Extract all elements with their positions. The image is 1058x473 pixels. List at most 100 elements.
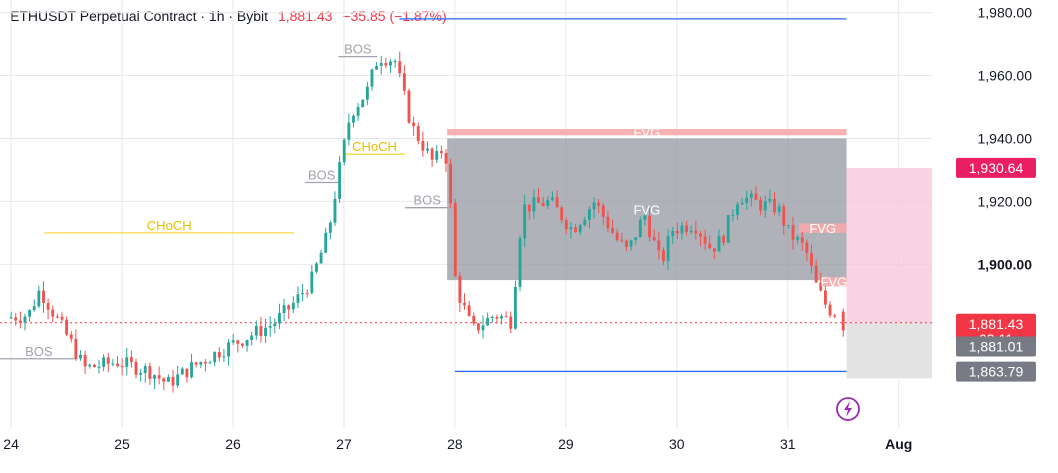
candle-body [9, 317, 13, 319]
candle-body [509, 316, 513, 329]
candle-body [384, 63, 388, 66]
price-tag [956, 336, 1036, 357]
candle-body [620, 239, 624, 241]
candle-body [763, 201, 767, 211]
candle-body [245, 339, 249, 346]
candle-body [217, 351, 221, 358]
candle-body [273, 323, 277, 327]
candle-body [550, 197, 554, 200]
candle-body [463, 302, 466, 306]
candle-body [513, 286, 517, 329]
candle-body [643, 215, 647, 220]
candle-body [231, 340, 235, 343]
candle-body [250, 335, 254, 340]
candle-body [745, 197, 749, 203]
candle-body [190, 362, 193, 378]
candle-body [287, 305, 291, 310]
candle-body [694, 230, 698, 234]
price-tag [956, 361, 1036, 382]
bos-label: BOS [413, 193, 441, 208]
candle-body [435, 151, 439, 160]
candle-body [111, 363, 115, 365]
x-tick-label: 25 [114, 436, 130, 452]
candle-body [555, 197, 559, 208]
lightning-icon-bg[interactable] [836, 397, 860, 421]
candle-body [92, 364, 96, 368]
candle-body [37, 290, 41, 307]
candle-body [125, 357, 129, 367]
candle-body [634, 237, 638, 241]
candle-body [176, 374, 180, 386]
candle-body [467, 305, 471, 316]
candle-body [449, 163, 453, 204]
candle-body [412, 122, 416, 127]
candle-body [14, 317, 18, 321]
candle-body [689, 230, 693, 233]
x-tick-label: 30 [669, 436, 685, 452]
candle-body [722, 236, 726, 243]
candle-body [60, 316, 64, 320]
candle-body [712, 248, 716, 252]
candle-body [180, 368, 184, 375]
candle-body [139, 372, 143, 375]
candle-body [666, 236, 670, 262]
x-tick-label: 27 [336, 436, 352, 452]
fvg-zone [447, 129, 847, 136]
price-tag-label: 1,881.43 [969, 316, 1024, 332]
candle-body [23, 316, 27, 323]
candle-body [523, 204, 527, 239]
candle-body [185, 368, 189, 378]
symbol-title[interactable]: ETHUSDT Perpetual Contract · 1h · Bybit [10, 8, 269, 24]
candle-body [814, 265, 818, 283]
bos-label: BOS [25, 344, 53, 359]
candle-body [55, 316, 59, 318]
candle-body [213, 351, 217, 363]
candle-body [194, 362, 198, 365]
candle-body [402, 73, 406, 91]
x-tick-label: 28 [447, 436, 463, 452]
candle-body [375, 65, 379, 70]
candle-body [361, 99, 365, 108]
y-tick-label: 1,980.00 [978, 5, 1033, 21]
candle-body [74, 338, 78, 359]
candle-body [227, 342, 230, 357]
candle-body [342, 139, 346, 163]
candle-body [222, 356, 226, 358]
candle-body [439, 151, 443, 154]
candle-body [389, 61, 392, 66]
candle-body [157, 375, 161, 379]
candle-body [153, 375, 156, 379]
candle-body [578, 225, 582, 233]
candle-body [754, 193, 758, 200]
candle-body [708, 243, 712, 249]
candle-body [106, 357, 110, 364]
candle-body [476, 323, 480, 331]
candle-body [430, 148, 434, 160]
x-tick-label: Aug [885, 436, 912, 452]
candle-body [379, 63, 383, 66]
candle-body [370, 69, 374, 87]
candle-body [268, 326, 272, 328]
candle-body [486, 317, 490, 326]
candle-body [282, 305, 286, 313]
candle-body [731, 215, 735, 217]
y-tick-label: 1,940.00 [978, 130, 1033, 146]
annotations: CHoCH CHoCH BOS BOS BOS BOS FVG FVG FVG FVG [25, 42, 847, 359]
candle-body [296, 294, 300, 303]
candle-body [338, 162, 342, 199]
candle-body [841, 311, 845, 331]
candle-body [393, 61, 397, 63]
fvg-label: FVG [633, 125, 660, 140]
candle-body [527, 204, 531, 212]
last-price: 1,881.43 [277, 8, 333, 24]
candle-body [657, 240, 661, 251]
candle-body [305, 292, 309, 294]
candle-body [259, 325, 263, 336]
candle-body [740, 202, 744, 205]
candle-body [786, 225, 790, 227]
price-change: −35.85 (−1.87%) [342, 8, 447, 24]
candle-body [601, 205, 605, 217]
candle-body [319, 252, 323, 264]
candle-body [560, 207, 564, 221]
